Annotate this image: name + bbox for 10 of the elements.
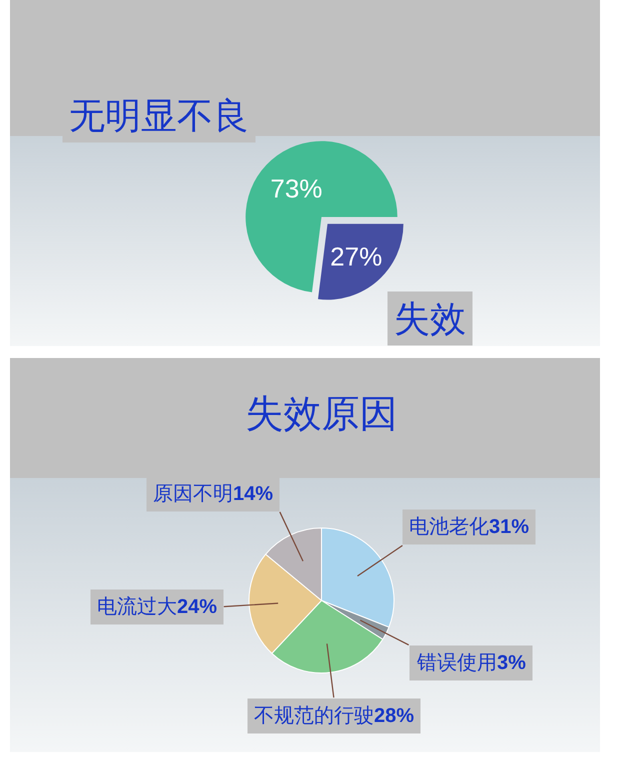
chart-title: 失效原因 — [246, 393, 398, 436]
slice-label: 失效 — [394, 298, 466, 339]
data-label: 3% — [497, 652, 526, 674]
data-label: 73% — [270, 174, 322, 204]
data-label: 31% — [489, 516, 530, 538]
data-label: 27% — [330, 241, 382, 272]
data-label: 28% — [374, 705, 414, 727]
slice-label: 无明显不良 — [69, 95, 249, 136]
data-label: 24% — [177, 596, 218, 618]
data-label: 14% — [233, 483, 274, 505]
